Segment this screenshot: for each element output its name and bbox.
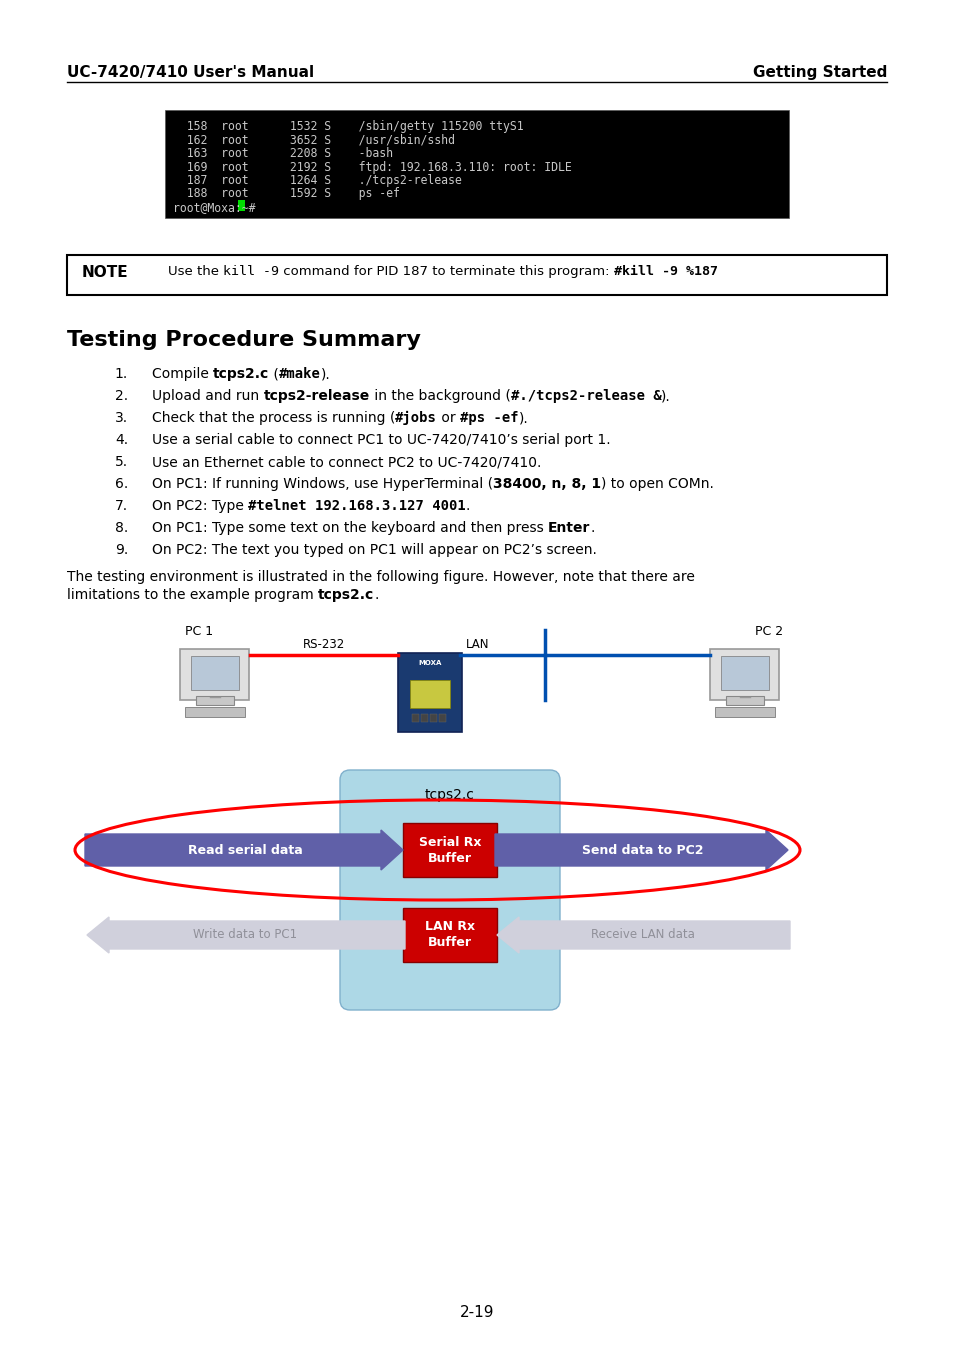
Text: NOTE: NOTE [82,265,129,279]
FancyBboxPatch shape [180,649,250,699]
Text: 8.: 8. [114,521,128,535]
Text: 169  root      2192 S    ftpd: 192.168.3.110: root: IDLE: 169 root 2192 S ftpd: 192.168.3.110: roo… [172,161,571,174]
FancyBboxPatch shape [720,656,768,690]
Text: tcps2.c: tcps2.c [317,589,374,602]
Text: command for PID 187 to terminate this program:: command for PID 187 to terminate this pr… [279,265,614,278]
Text: The testing environment is illustrated in the following figure. However, note th: The testing environment is illustrated i… [67,570,694,585]
Text: UC-7420/7410 User's Manual: UC-7420/7410 User's Manual [67,65,314,80]
Text: limitations to the example program: limitations to the example program [67,589,317,602]
FancyBboxPatch shape [725,695,763,705]
Text: Use a serial cable to connect PC1 to UC-7420/7410’s serial port 1.: Use a serial cable to connect PC1 to UC-… [152,433,610,447]
Text: Use the: Use the [168,265,223,278]
Text: in the background (: in the background ( [370,389,510,404]
Text: Receive LAN data: Receive LAN data [590,929,694,941]
Text: #./tcps2-release &: #./tcps2-release & [510,389,660,404]
Text: MOXA: MOXA [417,660,441,666]
Text: Upload and run: Upload and run [152,389,263,404]
FancyBboxPatch shape [237,200,245,211]
Text: On PC1: Type some text on the keyboard and then press: On PC1: Type some text on the keyboard a… [152,521,548,535]
Text: tcps2.c: tcps2.c [213,367,269,381]
Text: or: or [436,410,459,425]
Text: ).: ). [518,410,528,425]
Text: tcps2-release: tcps2-release [263,389,370,404]
Text: #telnet 192.168.3.127 4001: #telnet 192.168.3.127 4001 [248,500,465,513]
Text: #ps -ef: #ps -ef [459,410,518,425]
Text: RS-232: RS-232 [302,639,345,651]
FancyBboxPatch shape [412,714,418,722]
Text: 6.: 6. [114,477,128,491]
FancyBboxPatch shape [430,714,436,722]
Text: .: . [374,589,378,602]
Text: Buffer: Buffer [428,852,472,864]
FancyBboxPatch shape [402,909,497,963]
Text: 163  root      2208 S    -bash: 163 root 2208 S -bash [172,147,393,161]
Text: #make: #make [279,367,321,381]
Text: Testing Procedure Summary: Testing Procedure Summary [67,329,420,350]
Text: #jobs: #jobs [395,410,436,425]
Text: ) to open COMn.: ) to open COMn. [600,477,714,491]
Text: Write data to PC1: Write data to PC1 [193,929,296,941]
FancyBboxPatch shape [710,649,779,699]
FancyBboxPatch shape [191,656,239,690]
Text: On PC2: The text you typed on PC1 will appear on PC2’s screen.: On PC2: The text you typed on PC1 will a… [152,543,597,558]
Text: 9.: 9. [114,543,128,558]
Text: tcps2.c: tcps2.c [425,788,475,802]
Text: 2.: 2. [114,389,128,404]
Text: LAN: LAN [465,639,489,651]
Text: kill -9: kill -9 [223,265,279,278]
Text: root@Moxa:~#: root@Moxa:~# [172,201,262,215]
FancyBboxPatch shape [185,707,245,717]
Text: On PC1: If running Windows, use HyperTerminal (: On PC1: If running Windows, use HyperTer… [152,477,493,491]
Text: Buffer: Buffer [428,937,472,949]
FancyBboxPatch shape [714,707,775,717]
Text: Getting Started: Getting Started [752,65,886,80]
Text: Serial Rx: Serial Rx [418,836,480,849]
FancyBboxPatch shape [165,109,788,217]
FancyBboxPatch shape [402,824,497,878]
Text: 162  root      3652 S    /usr/sbin/sshd: 162 root 3652 S /usr/sbin/sshd [172,134,455,147]
FancyBboxPatch shape [420,714,428,722]
Text: 5.: 5. [114,455,128,468]
Text: ).: ). [660,389,670,404]
Text: PC 1: PC 1 [185,625,213,639]
Text: 188  root      1592 S    ps -ef: 188 root 1592 S ps -ef [172,188,399,201]
Text: 38400, n, 8, 1: 38400, n, 8, 1 [493,477,600,491]
Text: Enter: Enter [548,521,590,535]
Text: Read serial data: Read serial data [188,844,302,856]
Text: ).: ). [321,367,331,381]
FancyBboxPatch shape [410,680,450,707]
FancyArrow shape [497,917,789,953]
Text: 7.: 7. [114,500,128,513]
FancyBboxPatch shape [397,653,461,732]
Text: 4.: 4. [114,433,128,447]
FancyArrow shape [85,830,402,869]
Text: 2-19: 2-19 [459,1305,494,1320]
Text: #kill -9 %187: #kill -9 %187 [614,265,718,278]
FancyBboxPatch shape [438,714,446,722]
FancyBboxPatch shape [67,255,886,296]
Text: .: . [590,521,595,535]
Text: 1.: 1. [114,367,128,381]
Text: Use an Ethernet cable to connect PC2 to UC-7420/7410.: Use an Ethernet cable to connect PC2 to … [152,455,540,468]
Text: Compile: Compile [152,367,213,381]
FancyBboxPatch shape [195,695,233,705]
Text: PC 2: PC 2 [754,625,782,639]
FancyBboxPatch shape [339,769,559,1010]
Text: Send data to PC2: Send data to PC2 [581,844,702,856]
Text: Check that the process is running (: Check that the process is running ( [152,410,395,425]
Text: 158  root      1532 S    /sbin/getty 115200 ttyS1: 158 root 1532 S /sbin/getty 115200 ttyS1 [172,120,523,134]
Text: (: ( [269,367,279,381]
FancyArrow shape [495,830,787,869]
Text: 3.: 3. [114,410,128,425]
FancyArrow shape [87,917,405,953]
Text: .: . [465,500,470,513]
Text: On PC2: Type: On PC2: Type [152,500,248,513]
Text: 187  root      1264 S    ./tcps2-release: 187 root 1264 S ./tcps2-release [172,174,461,188]
Text: LAN Rx: LAN Rx [424,921,475,933]
